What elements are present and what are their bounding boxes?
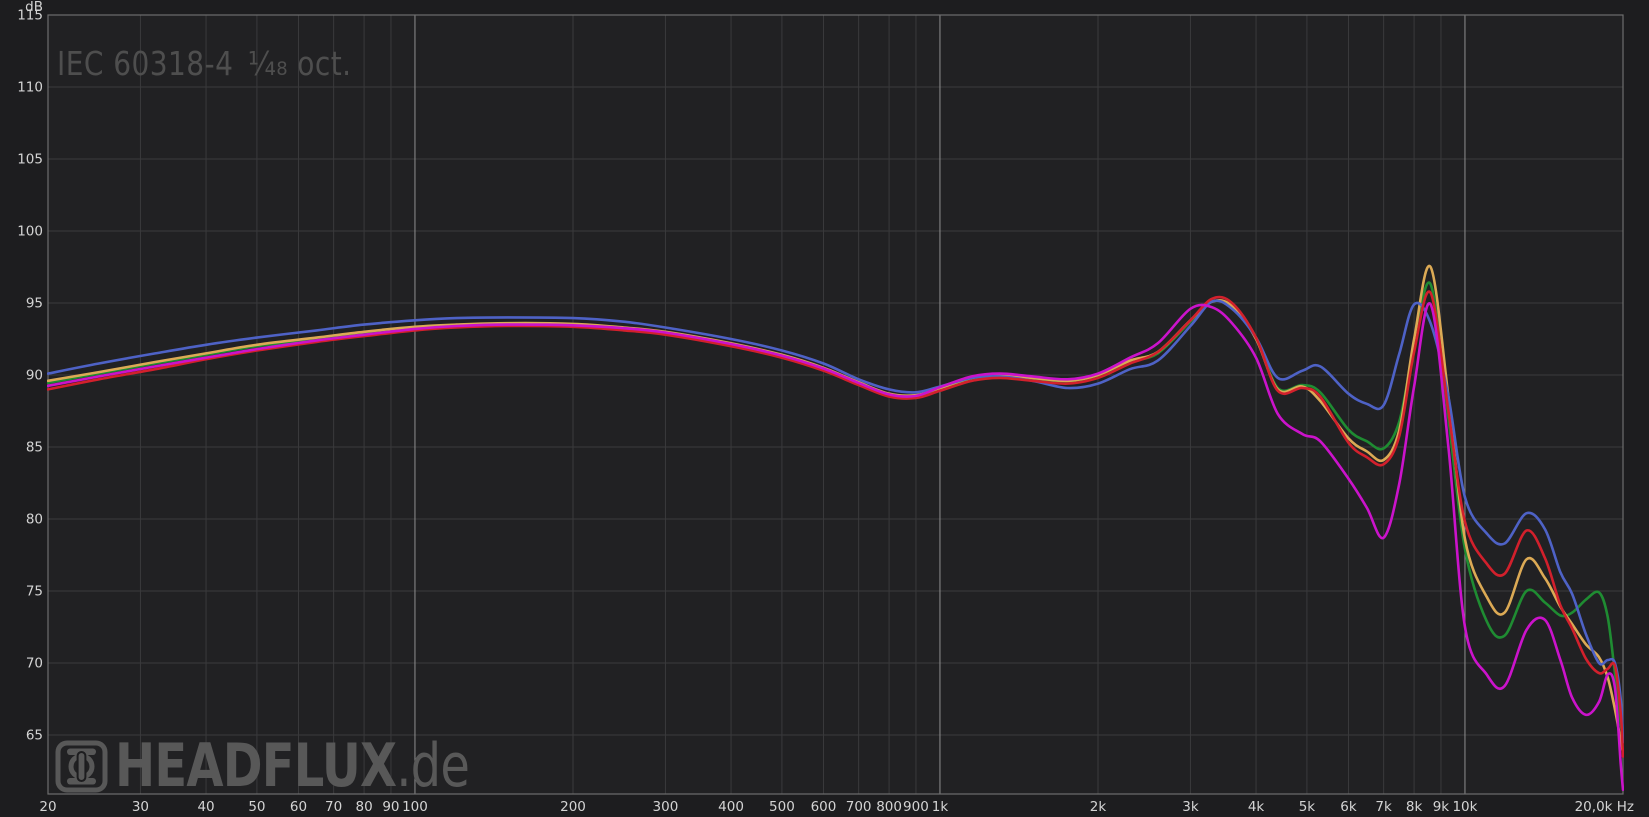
y-tick-label: 105 <box>17 152 43 168</box>
brand-text: HEADFLUX .de <box>115 731 470 801</box>
y-tick-label: 95 <box>26 296 43 312</box>
x-tick-label: 20 <box>39 799 56 815</box>
x-tick-label: 30 <box>132 799 149 815</box>
x-tick-label: 700 <box>846 799 872 815</box>
x-tick-label: 100 <box>402 799 428 815</box>
chart-title: IEC 60318-4 ¹⁄₄₈ oct. <box>57 47 351 80</box>
curve-blue-trace <box>47 299 1624 744</box>
x-tick-label: 7k <box>1375 799 1392 815</box>
y-tick-label: 85 <box>26 440 43 456</box>
x-tick-label: 50 <box>248 799 265 815</box>
y-tick-label: 100 <box>17 224 43 240</box>
y-tick-label: 110 <box>17 80 43 96</box>
headflux-logo-icon <box>55 740 108 792</box>
brand-tld: .de <box>396 731 470 801</box>
x-tick-label: 400 <box>718 799 744 815</box>
x-tick-label: 900 <box>903 799 929 815</box>
x-tick-label: 300 <box>653 799 679 815</box>
x-tick-label: 40 <box>197 799 214 815</box>
x-tick-label: 9k <box>1433 799 1450 815</box>
measurement-standard-label: IEC 60318-4 <box>57 44 234 83</box>
smoothing-label: ¹⁄₄₈ oct. <box>247 44 352 83</box>
brand-name: HEADFLUX <box>115 731 397 801</box>
x-tick-label: 10k <box>1452 799 1477 815</box>
y-tick-label: 115 <box>17 8 43 24</box>
y-tick-label: 65 <box>26 728 43 744</box>
x-tick-label: 2k <box>1090 799 1107 815</box>
x-tick-label: 5k <box>1299 799 1316 815</box>
x-tick-label: 500 <box>769 799 795 815</box>
x-tick-label: 20,0k Hz <box>1575 799 1634 815</box>
x-tick-label: 80 <box>355 799 372 815</box>
curve-magenta-trace <box>47 302 1624 791</box>
plot-area <box>48 15 1623 794</box>
x-tick-label: 600 <box>811 799 837 815</box>
y-tick-label: 80 <box>26 512 43 528</box>
x-tick-label: 6k <box>1340 799 1357 815</box>
y-tick-label: 75 <box>26 584 43 600</box>
y-tick-label: 90 <box>26 368 43 384</box>
x-tick-label: 4k <box>1248 799 1265 815</box>
x-tick-label: 800 <box>876 799 902 815</box>
y-axis-unit-label: dB <box>25 0 43 15</box>
headflux-watermark: HEADFLUX .de <box>55 731 558 801</box>
x-tick-label: 3k <box>1182 799 1199 815</box>
x-tick-label: 60 <box>290 799 307 815</box>
plot-border <box>47 14 1624 795</box>
x-tick-label: 8k <box>1406 799 1423 815</box>
x-tick-label: 1k <box>932 799 949 815</box>
x-tick-label: 70 <box>325 799 342 815</box>
x-tick-label: 90 <box>382 799 399 815</box>
curve-red-trace <box>47 290 1624 758</box>
x-tick-label: 200 <box>560 799 586 815</box>
y-tick-label: 70 <box>26 656 43 672</box>
